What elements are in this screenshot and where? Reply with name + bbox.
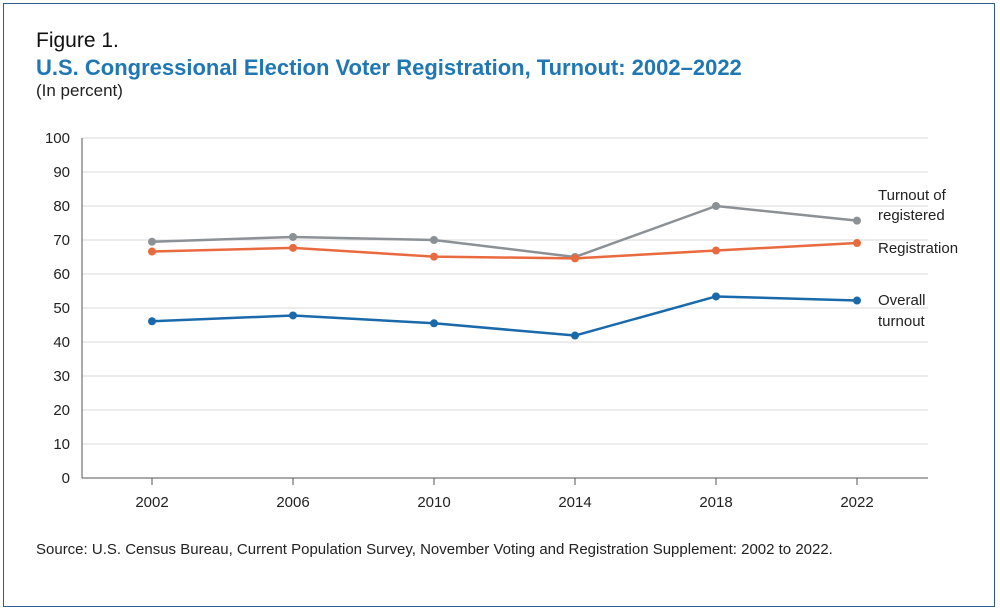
- data-point: [148, 247, 156, 256]
- data-point: [430, 252, 438, 261]
- data-point: [712, 202, 720, 210]
- data-point: [571, 331, 579, 340]
- data-point: [853, 296, 861, 305]
- series-group: Turnout of registered Registration Overall t…: [148, 187, 958, 340]
- data-point: [430, 319, 438, 328]
- data-point: [148, 237, 156, 246]
- series-label: Registration: [878, 240, 958, 257]
- gridlines: [82, 137, 928, 445]
- y-tick-label: 0: [62, 470, 70, 487]
- figure-label: Figure 1.: [36, 29, 119, 52]
- data-point: [289, 243, 297, 252]
- data-point: [430, 236, 438, 244]
- x-tick-label: 2002: [135, 494, 168, 511]
- source-note: Source: U.S. Census Bureau, Current Popu…: [36, 541, 833, 558]
- series-line: [151, 241, 858, 260]
- series-line: [151, 204, 858, 259]
- data-point: [289, 232, 297, 241]
- data-point: [148, 317, 156, 326]
- chart-subtitle: (In percent): [36, 81, 123, 100]
- x-tick-label: 2010: [417, 494, 450, 511]
- axes: 0 10 20 30 40 50 60 70 80 90 100 2002 2006 2010 2014 20…: [45, 130, 928, 511]
- x-tick-label: 2022: [840, 494, 873, 511]
- data-point: [289, 311, 297, 320]
- y-tick-label: 80: [53, 198, 70, 215]
- x-tick-label: 2006: [276, 494, 309, 511]
- y-tick-label: 100: [45, 130, 70, 147]
- series-label: registered: [878, 207, 945, 224]
- data-point: [853, 239, 861, 248]
- series-label: Overall: [878, 292, 926, 309]
- data-point: [571, 254, 579, 263]
- y-tick-label: 60: [53, 266, 70, 283]
- y-tick-label: 30: [53, 368, 70, 385]
- y-tick-label: 90: [53, 164, 70, 181]
- series-label: turnout: [878, 313, 926, 330]
- y-tick-label: 10: [53, 436, 70, 453]
- y-tick-label: 70: [53, 232, 70, 249]
- x-tick-label: 2014: [558, 494, 591, 511]
- series-line: [151, 295, 858, 337]
- chart-title: U.S. Congressional Election Voter Regist…: [36, 55, 742, 80]
- series-label: Turnout of: [878, 187, 947, 204]
- x-tick-label: 2018: [699, 494, 732, 511]
- y-tick-label: 20: [53, 402, 70, 419]
- figure-frame: [3, 3, 995, 607]
- y-tick-label: 40: [53, 334, 70, 351]
- y-tick-label: 50: [53, 300, 70, 317]
- data-point: [712, 292, 720, 301]
- data-point: [853, 216, 861, 225]
- data-point: [712, 246, 720, 255]
